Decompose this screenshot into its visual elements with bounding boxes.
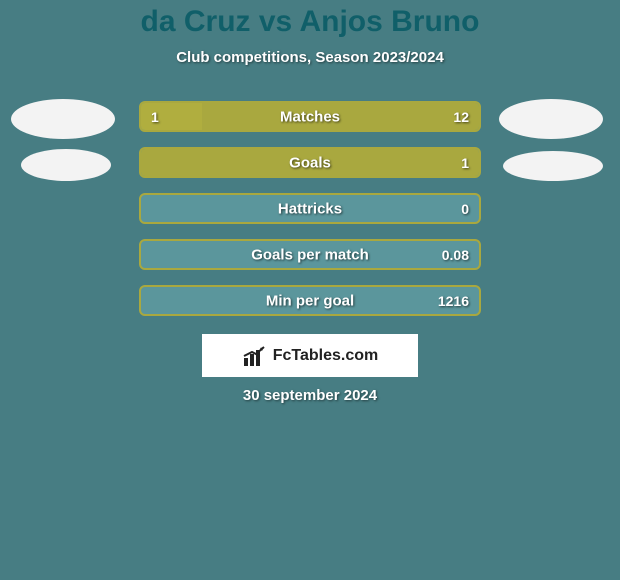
stat-bars: Matches 1 12 Goals 1 Hattricks 0 Goals per matc…: [139, 101, 481, 316]
bar-value-right: 1: [461, 155, 469, 171]
comparison-card: da Cruz vs Anjos Bruno Club competitions…: [0, 0, 620, 580]
logo-text: FcTables.com: [273, 347, 379, 365]
bar-label: Min per goal: [266, 292, 354, 309]
bar-value-left: 1: [151, 109, 159, 125]
chart-icon: [242, 346, 270, 366]
bar-fill-right: [202, 103, 479, 130]
bar-label: Matches: [280, 108, 340, 125]
bar-value-right: 12: [453, 109, 469, 125]
stat-bar-row: Min per goal 1216: [139, 285, 481, 316]
bar-value-right: 0: [461, 201, 469, 217]
bar-label: Hattricks: [278, 200, 342, 217]
stat-bar-row: Goals 1: [139, 147, 481, 178]
page-title: da Cruz vs Anjos Bruno: [0, 5, 620, 39]
bar-label: Goals per match: [251, 246, 369, 263]
stat-bar-row: Matches 1 12: [139, 101, 481, 132]
bar-value-right: 0.08: [442, 247, 469, 263]
date-label: 30 september 2024: [0, 387, 620, 404]
subtitle: Club competitions, Season 2023/2024: [0, 49, 620, 66]
player-left-avatar: [11, 99, 115, 139]
bar-value-right: 1216: [438, 293, 469, 309]
player-left-avatar-secondary: [21, 149, 111, 181]
stat-bar-row: Goals per match 0.08: [139, 239, 481, 270]
right-avatar-column: [499, 101, 609, 181]
bar-label: Goals: [289, 154, 331, 171]
player-right-avatar-top: [499, 99, 603, 139]
left-avatar-column: [11, 101, 121, 181]
player-right-avatar: [503, 151, 603, 181]
stat-bar-row: Hattricks 0: [139, 193, 481, 224]
stats-area: Matches 1 12 Goals 1 Hattricks 0 Goals per matc…: [0, 101, 620, 316]
logo-box: FcTables.com: [202, 334, 418, 377]
